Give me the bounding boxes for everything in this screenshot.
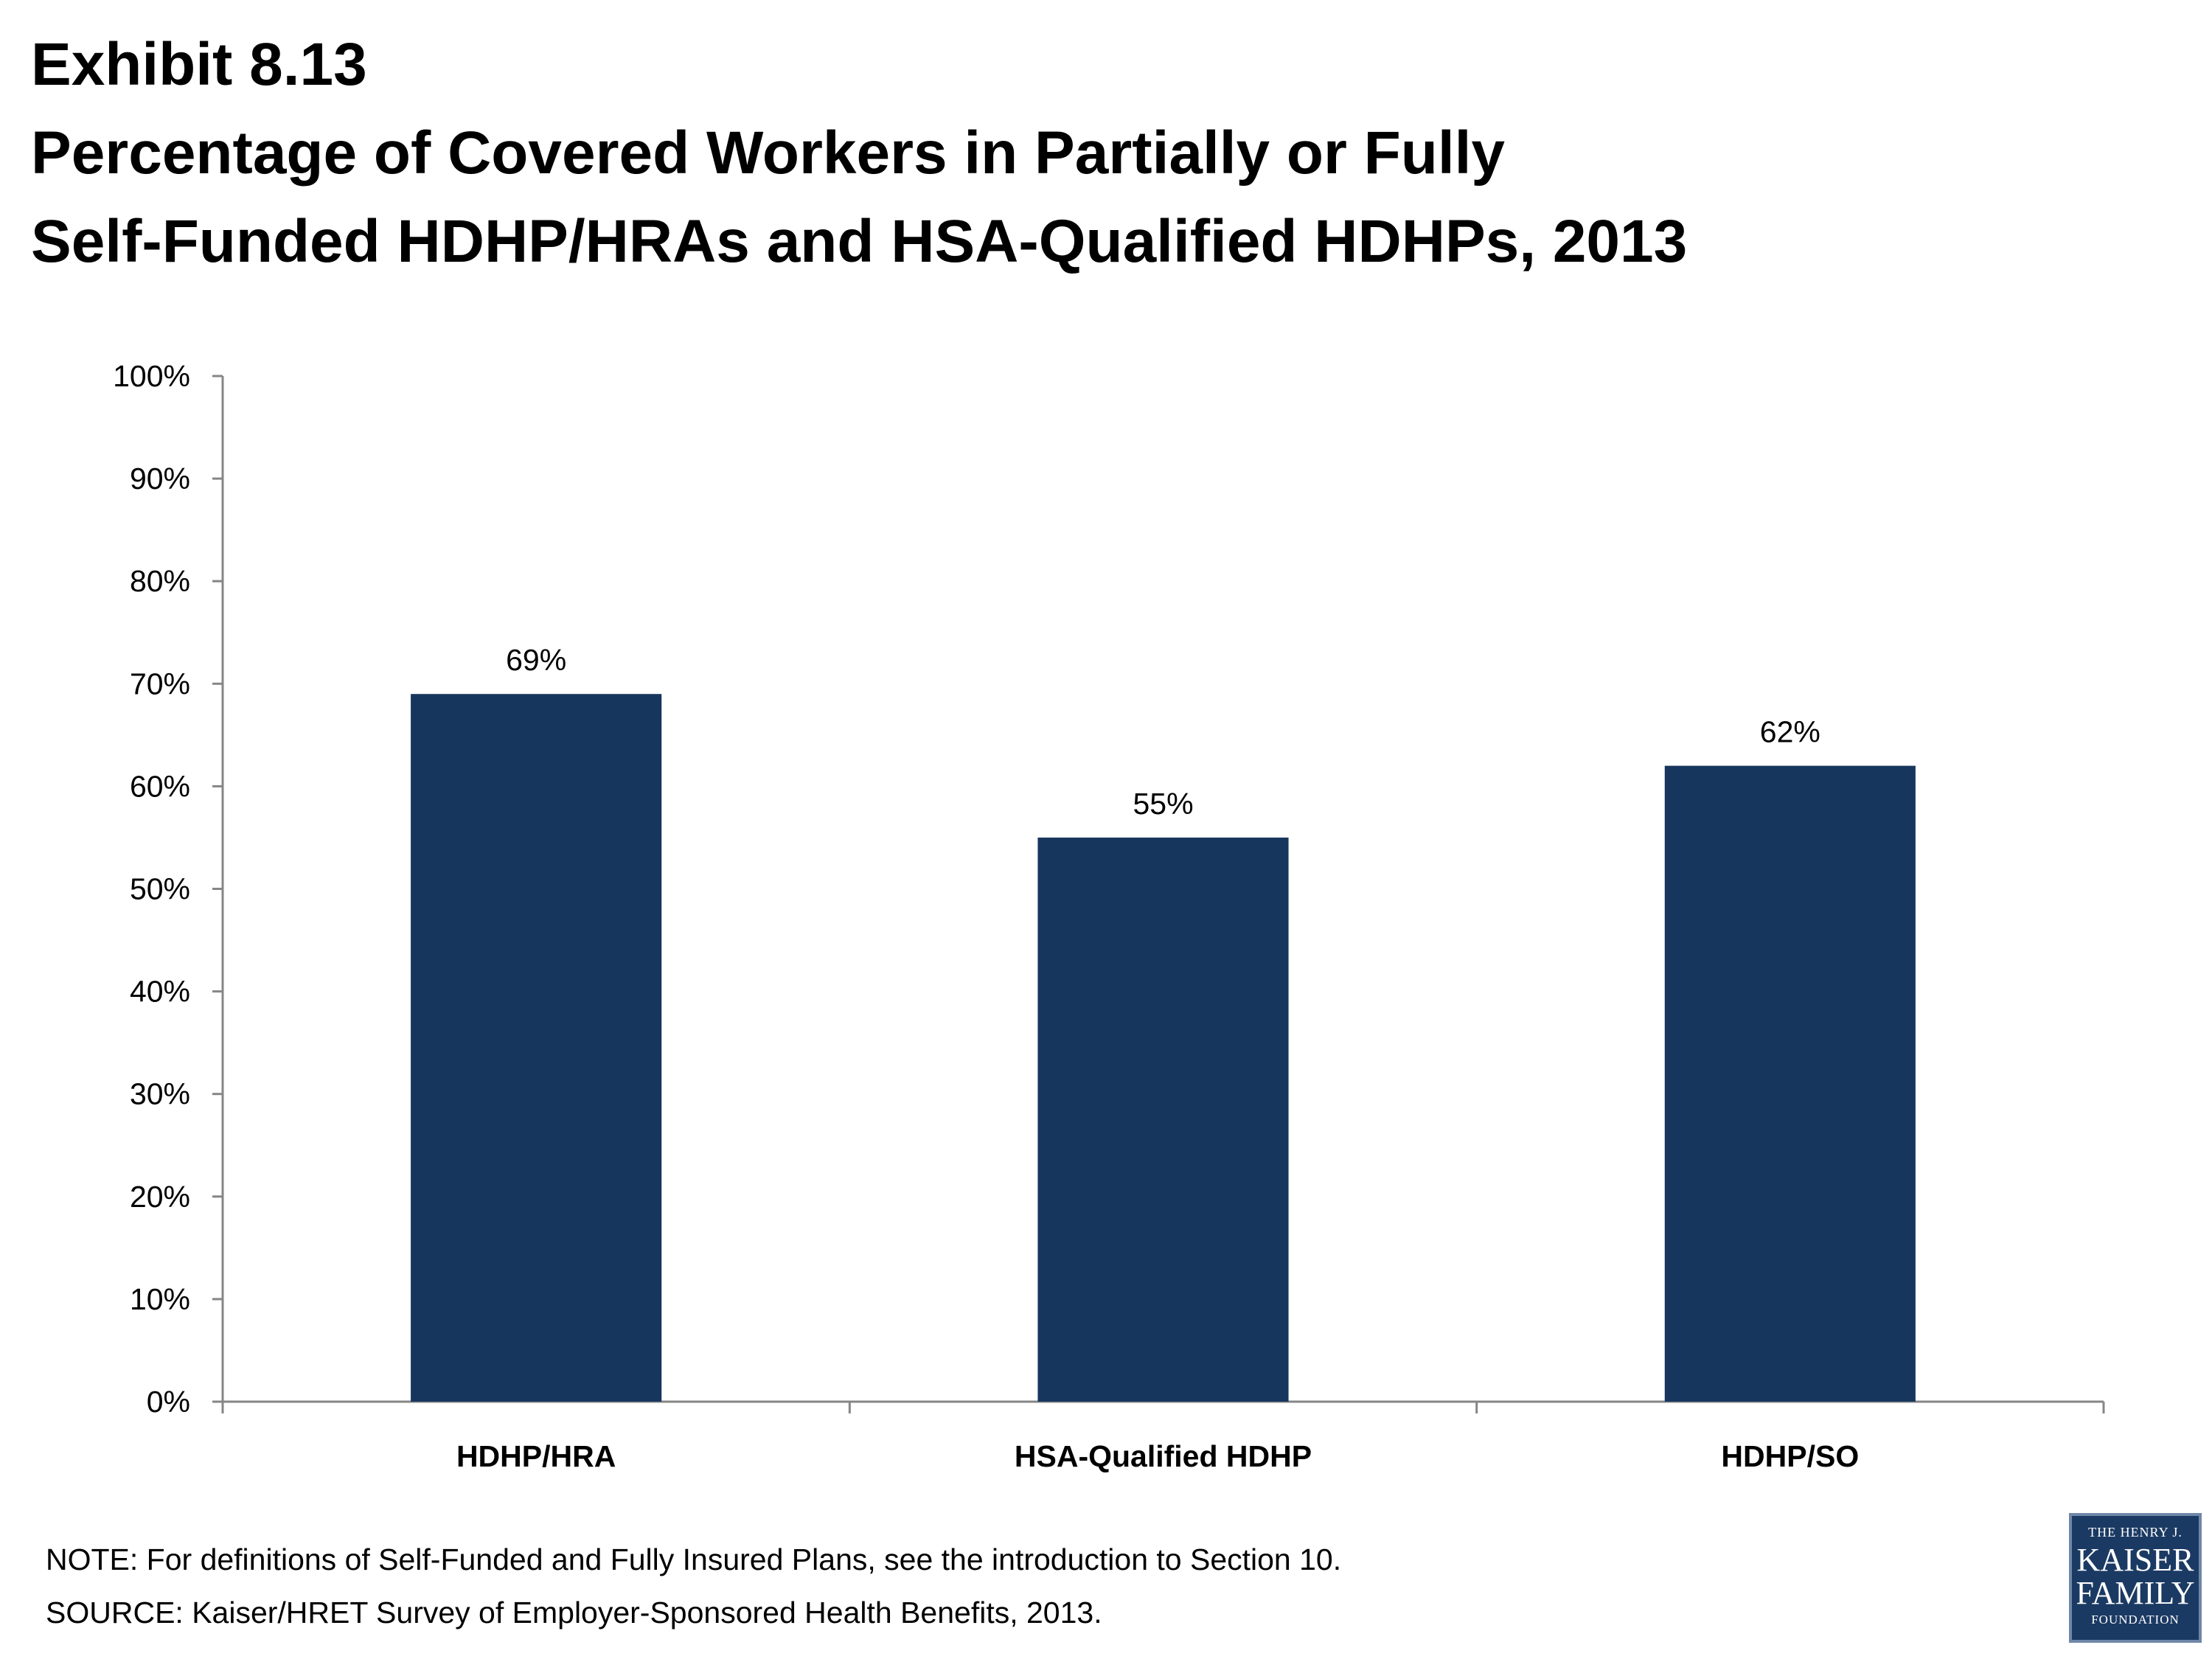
logo-line-3: FAMILY [2076,1575,2195,1611]
chart-title-line-2: Self-Funded HDHP/HRAs and HSA-Qualified … [31,208,1688,275]
footnote-source: SOURCE: Kaiser/HRET Survey of Employer-S… [46,1596,1102,1630]
bar [411,694,662,1402]
y-tick-label: 10% [130,1282,190,1316]
y-tick-label: 60% [130,769,190,803]
category-label: HSA-Qualified HDHP [1015,1439,1312,1473]
bar [1664,765,1916,1402]
data-label: 69% [506,643,566,677]
logo-line-4: FOUNDATION [2091,1613,2180,1627]
logo-line-2: KAISER [2076,1542,2194,1578]
y-tick-label: 0% [147,1385,190,1419]
y-tick-label: 30% [130,1077,190,1111]
logo-line-1: THE HENRY J. [2088,1525,2183,1540]
category-label: HDHP/HRA [456,1439,616,1473]
y-tick-label: 40% [130,975,190,1009]
data-label: 55% [1133,787,1193,821]
y-tick-label: 100% [113,359,190,393]
footnote-note: NOTE: For definitions of Self-Funded and… [46,1543,1342,1576]
y-tick-label: 70% [130,667,190,700]
exhibit-number: Exhibit 8.13 [31,31,367,98]
bar [1037,837,1289,1402]
chart-title-line-1: Percentage of Covered Workers in Partial… [31,119,1506,187]
y-tick-label: 20% [130,1180,190,1214]
y-tick-label: 80% [130,564,190,598]
y-tick-label: 90% [130,462,190,495]
category-label: HDHP/SO [1721,1439,1859,1473]
kff-logo: THE HENRY J. KAISER FAMILY FOUNDATION [2069,1513,2202,1643]
y-tick-label: 50% [130,872,190,906]
data-label: 62% [1760,715,1820,749]
